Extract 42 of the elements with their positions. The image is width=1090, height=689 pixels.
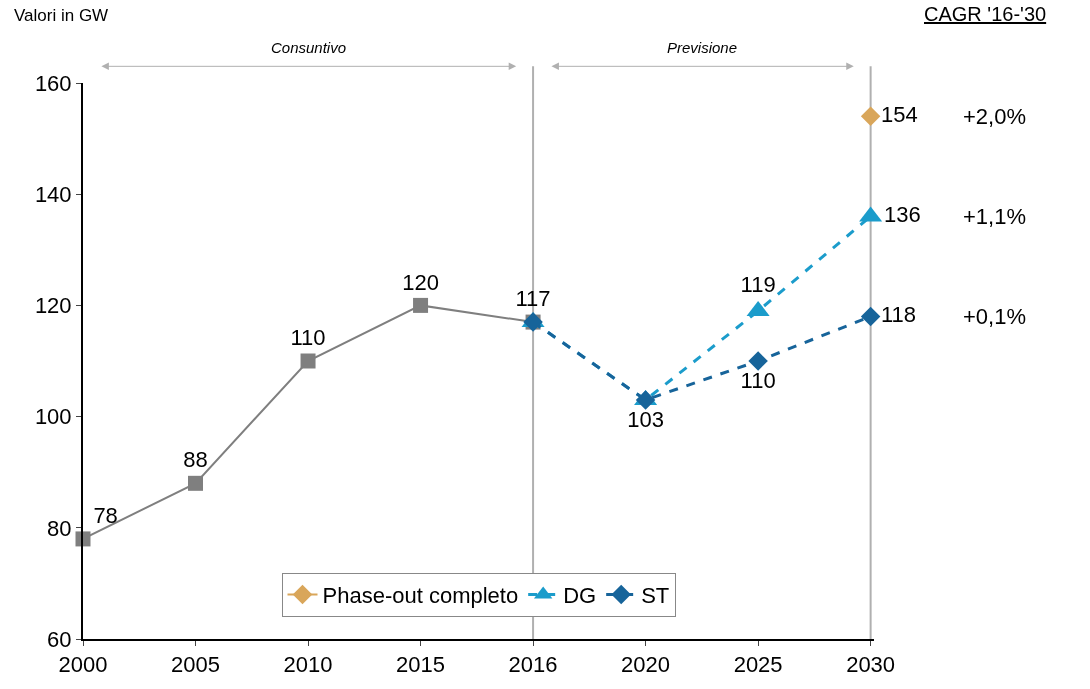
point	[748, 351, 768, 371]
data-label: 103	[627, 406, 664, 432]
legend-label: DG	[563, 583, 597, 609]
y-tick-label: 60	[47, 626, 72, 652]
data-label: 117	[515, 286, 551, 312]
x-tick-label: 2000	[58, 652, 108, 678]
y-tick-label: 120	[34, 293, 72, 319]
data-label: 136	[884, 201, 921, 227]
text: Consuntivo	[271, 39, 347, 56]
data-label: 78	[93, 503, 118, 529]
x-tick-label: 2020	[621, 652, 671, 678]
point	[413, 297, 429, 313]
legend-label: Phase-out completo	[322, 583, 519, 609]
text: +0,1%	[963, 304, 1026, 329]
point	[860, 106, 881, 127]
data-label: 110	[740, 367, 776, 393]
data-label: 88	[183, 447, 208, 473]
y-tick-label: 80	[47, 515, 72, 541]
point	[635, 390, 656, 410]
legend-label: ST	[641, 583, 670, 609]
y-axis-title: Valori in GW	[14, 6, 109, 25]
point	[300, 353, 316, 369]
text: CAGR '16-'30	[924, 3, 1047, 25]
text: Previsione	[667, 39, 738, 56]
x-tick-label: 2010	[283, 652, 333, 678]
data-label: 118	[880, 302, 917, 328]
data-label: 110	[290, 325, 326, 351]
y-tick-label: 160	[34, 70, 72, 96]
data-label: 120	[402, 269, 439, 295]
y-tick-label: 100	[34, 404, 72, 430]
x-tick-label: 2005	[171, 652, 220, 678]
text: +1,1%	[963, 204, 1026, 229]
x-tick-label: 2025	[733, 652, 783, 678]
point	[188, 475, 204, 491]
x-tick-label: 2030	[846, 652, 896, 678]
point	[860, 306, 881, 327]
data-label: 154	[880, 101, 918, 127]
x-tick-label: 2016	[508, 652, 558, 678]
y-tick-label: 140	[34, 181, 72, 207]
x-tick-label: 2015	[396, 652, 446, 678]
data-label: 119	[740, 271, 776, 297]
text: +2,0%	[963, 104, 1026, 129]
